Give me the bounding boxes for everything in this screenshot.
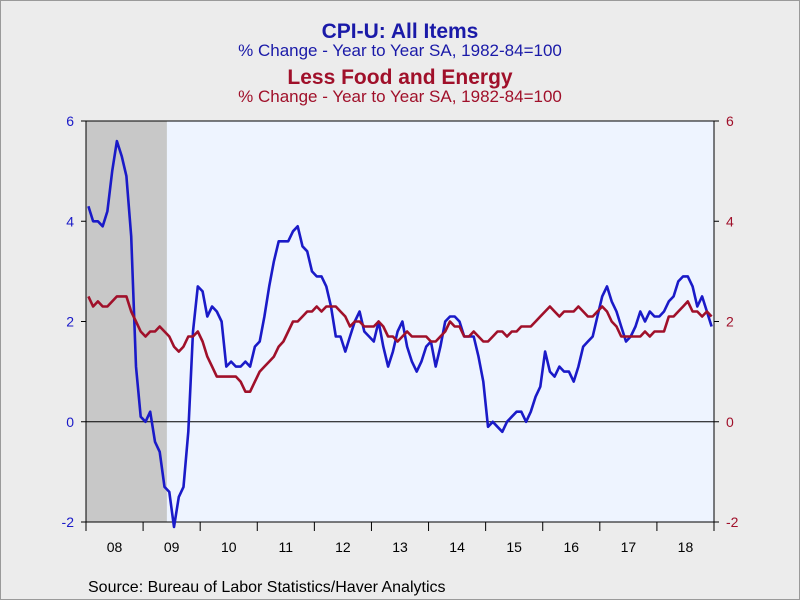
chart-subtitle-cpi-all: % Change - Year to Year SA, 1982-84=100: [238, 41, 562, 60]
right-axis-tick-label: 2: [726, 314, 734, 330]
x-axis-tick-label: 10: [221, 539, 237, 555]
chart-title-core: Less Food and Energy: [287, 66, 513, 89]
plot-area: [86, 121, 714, 522]
series-line-core: [87, 295, 713, 394]
chart-subtitle-core: % Change - Year to Year SA, 1982-84=100: [238, 87, 562, 106]
x-axis-tick-label: 18: [678, 539, 694, 555]
left-axis-tick-label: -2: [62, 514, 75, 530]
left-axis-tick-label: 4: [66, 213, 74, 229]
right-axis-tick-label: 6: [726, 113, 734, 129]
right-axis-tick-label: 0: [726, 414, 734, 430]
x-axis-tick-label: 15: [506, 539, 522, 555]
series-line-cpi_all: [87, 139, 713, 529]
x-axis-tick-label: 16: [563, 539, 579, 555]
left-axis-tick-label: 6: [66, 113, 74, 129]
left-axis-tick-label: 2: [66, 314, 74, 330]
left-axis-tick-label: 0: [66, 414, 74, 430]
x-axis-tick-label: 08: [107, 539, 123, 555]
chart-title-cpi-all: CPI-U: All Items: [321, 20, 479, 43]
x-axis-tick-label: 11: [279, 539, 294, 555]
x-axis-tick-label: 14: [449, 539, 465, 555]
right-axis-tick-label: -2: [726, 514, 739, 530]
x-axis-tick-label: 09: [164, 539, 180, 555]
x-axis-tick-label: 13: [392, 539, 408, 555]
source-note: Source: Bureau of Labor Statistics/Haver…: [88, 579, 446, 596]
x-axis-tick-label: 12: [335, 539, 351, 555]
right-axis-tick-label: 4: [726, 213, 734, 229]
x-axis-tick-label: 17: [621, 539, 637, 555]
